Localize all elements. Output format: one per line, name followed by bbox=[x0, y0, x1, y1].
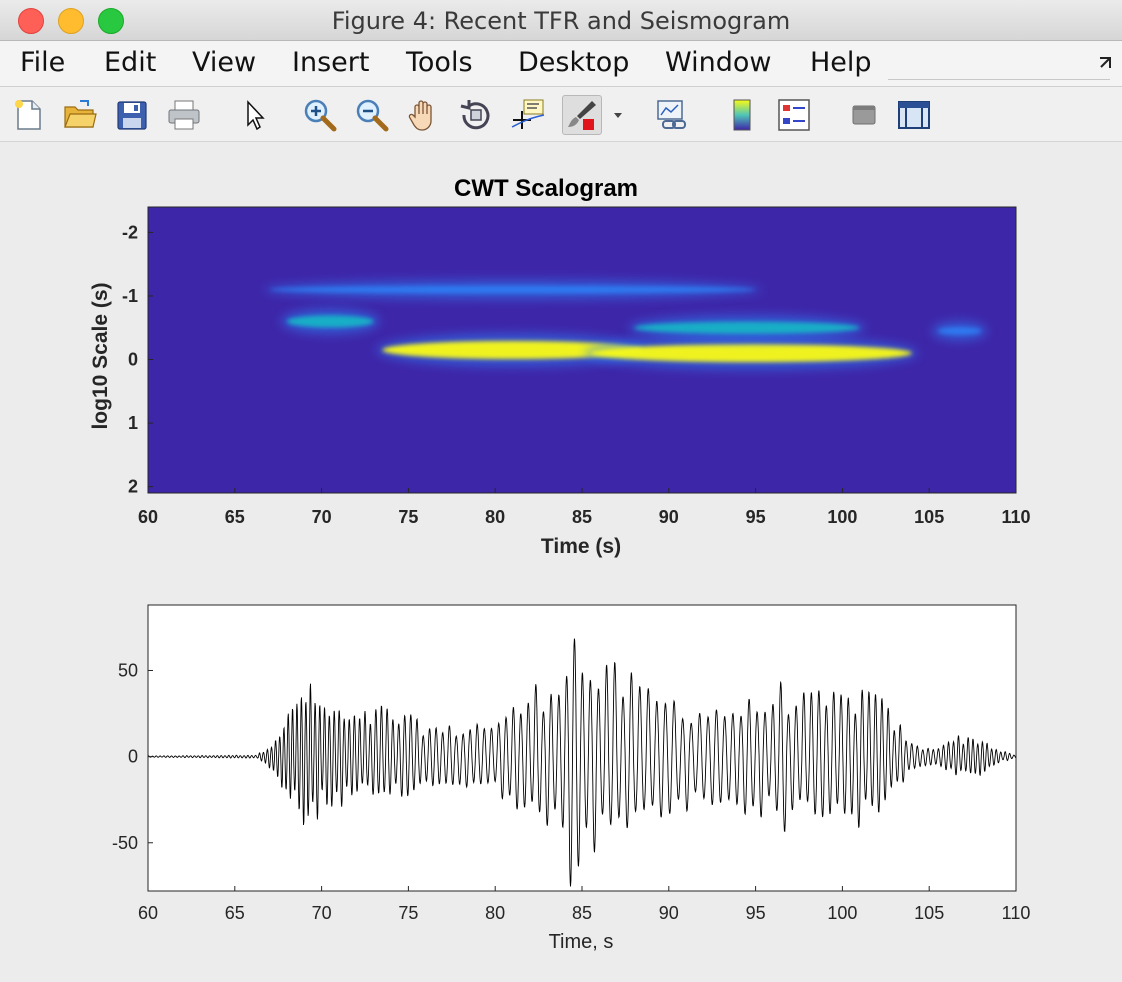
pan-hand-icon[interactable] bbox=[406, 97, 442, 133]
zoom-window-button[interactable] bbox=[98, 8, 124, 34]
energy-feature-2 bbox=[590, 344, 912, 363]
title-bar: Figure 4: Recent TFR and Seismogram bbox=[0, 0, 1122, 41]
x-tick-label: 105 bbox=[914, 507, 944, 527]
menu-file[interactable]: File bbox=[20, 47, 66, 78]
x-tick-label: 110 bbox=[1002, 903, 1031, 923]
x-tick-label: 60 bbox=[138, 903, 158, 923]
save-icon[interactable] bbox=[114, 97, 150, 133]
link-plot-icon[interactable] bbox=[654, 97, 690, 133]
zoom-out-icon[interactable] bbox=[354, 97, 390, 133]
scalogram-energy bbox=[263, 279, 988, 371]
x-tick-label: 80 bbox=[485, 507, 505, 527]
y-tick-label: 1 bbox=[128, 413, 138, 433]
x-tick-label: 85 bbox=[572, 903, 592, 923]
window-title: Figure 4: Recent TFR and Seismogram bbox=[331, 7, 791, 35]
seismogram-trace bbox=[148, 638, 1016, 887]
x-tick-label: 65 bbox=[225, 903, 245, 923]
hide-plot-tools-icon[interactable] bbox=[846, 97, 882, 133]
x-axis-label: Time (s) bbox=[541, 535, 621, 558]
minimize-window-button[interactable] bbox=[58, 8, 84, 34]
energy-feature-0 bbox=[286, 315, 374, 328]
energy-feature-5 bbox=[269, 285, 756, 294]
print-icon[interactable] bbox=[166, 97, 202, 133]
x-tick-label: 100 bbox=[827, 903, 857, 923]
seismogram-axes: 60 65 70 75 80 85 90 95 100 105 110 -50 0 50 Time, s bbox=[112, 604, 1031, 953]
x-tick-label: 105 bbox=[914, 903, 944, 923]
x-tick-label: 75 bbox=[398, 507, 418, 527]
menu-view[interactable]: View bbox=[192, 47, 257, 78]
chart-title: CWT Scalogram bbox=[454, 175, 638, 202]
y-tick-label: -50 bbox=[112, 833, 138, 853]
menu-bar: File Edit View Insert Tools Desktop Wind… bbox=[0, 41, 1122, 87]
y-tick-label: 50 bbox=[118, 660, 138, 680]
x-tick-label: 90 bbox=[659, 507, 679, 527]
rotate-3d-icon[interactable] bbox=[458, 97, 494, 133]
close-window-button[interactable] bbox=[18, 8, 44, 34]
open-file-icon[interactable] bbox=[62, 97, 98, 133]
x-tick-label: 70 bbox=[312, 507, 332, 527]
scalogram-axes: 60 65 70 75 80 85 90 95 100 105 110 -2 -1 0 1 2 CWT Scal… bbox=[89, 175, 1031, 558]
y-tick-label: 0 bbox=[128, 350, 138, 370]
x-tick-label: 95 bbox=[746, 903, 766, 923]
x-tick-label: 100 bbox=[827, 507, 857, 527]
figure-plot-area: 60 65 70 75 80 85 90 95 100 105 110 -2 -1 0 1 2 CWT Scal… bbox=[89, 175, 1031, 953]
x-tick-label: 80 bbox=[485, 903, 505, 923]
energy-feature-1 bbox=[382, 341, 643, 359]
menu-edit[interactable]: Edit bbox=[104, 47, 157, 78]
energy-feature-4 bbox=[937, 327, 982, 335]
menu-tools[interactable]: Tools bbox=[406, 47, 473, 78]
x-tick-label: 95 bbox=[746, 507, 766, 527]
menu-insert[interactable]: Insert bbox=[292, 47, 370, 78]
new-figure-icon[interactable] bbox=[10, 97, 46, 133]
figure-toolbar bbox=[0, 87, 1122, 142]
dropdown-arrow-icon[interactable] bbox=[608, 97, 628, 133]
seismogram-background bbox=[148, 605, 1016, 891]
pointer-arrow-icon[interactable] bbox=[238, 97, 274, 133]
colorbar-icon[interactable] bbox=[724, 97, 760, 133]
y-axis-label: log10 Scale (s) bbox=[89, 282, 112, 429]
show-plot-tools-icon[interactable] bbox=[896, 97, 932, 133]
x-axis-label: Time, s bbox=[549, 931, 614, 953]
x-tick-label: 60 bbox=[138, 507, 158, 527]
menu-window[interactable]: Window bbox=[665, 47, 772, 78]
undock-icon[interactable] bbox=[1098, 55, 1114, 71]
y-tick-label: -2 bbox=[122, 222, 138, 242]
y-tick-label: 2 bbox=[128, 477, 138, 497]
legend-icon[interactable] bbox=[776, 97, 812, 133]
x-tick-label: 70 bbox=[312, 903, 332, 923]
energy-feature-3 bbox=[634, 321, 860, 334]
data-cursor-icon[interactable] bbox=[510, 97, 546, 133]
y-tick-label: 0 bbox=[128, 747, 138, 767]
x-tick-label: 65 bbox=[225, 507, 245, 527]
x-tick-label: 75 bbox=[398, 903, 418, 923]
menu-divider bbox=[888, 79, 1110, 80]
menu-help[interactable]: Help bbox=[810, 47, 872, 78]
zoom-in-icon[interactable] bbox=[302, 97, 338, 133]
x-tick-label: 85 bbox=[572, 507, 592, 527]
menu-desktop[interactable]: Desktop bbox=[518, 47, 630, 78]
x-tick-label: 110 bbox=[1001, 507, 1030, 527]
brush-icon[interactable] bbox=[562, 95, 602, 135]
y-tick-label: -1 bbox=[122, 286, 138, 306]
x-tick-label: 90 bbox=[659, 903, 679, 923]
